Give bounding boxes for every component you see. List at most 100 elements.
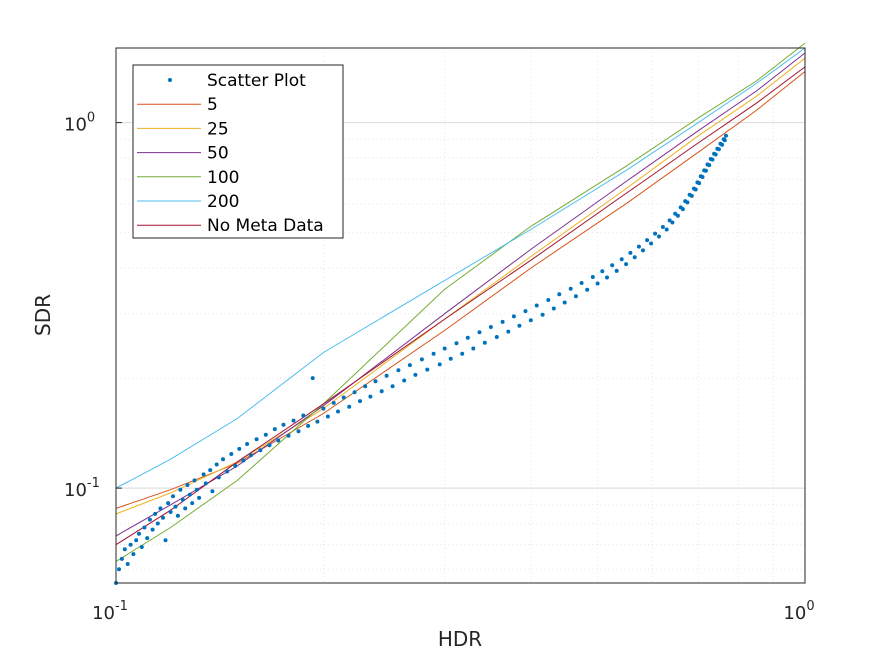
scatter-point: [645, 238, 650, 243]
scatter-point: [137, 531, 141, 536]
legend: Scatter Plot 5 25 50 100 200 No Meta Data: [132, 64, 344, 239]
scatter-point: [175, 513, 180, 518]
scatter-point: [229, 452, 234, 456]
scatter-point: [368, 394, 373, 399]
scatter-point: [336, 409, 340, 414]
scatter-point: [233, 463, 238, 468]
series-line-25: [115, 57, 806, 515]
scatter-point: [460, 351, 465, 356]
scatter-point: [614, 268, 619, 273]
series-line-200: [115, 47, 806, 489]
axes-box: [115, 47, 806, 584]
scatter-point: [722, 138, 727, 143]
scatter-point: [540, 312, 545, 317]
scatter-point: [670, 220, 675, 225]
scatter-point: [341, 395, 346, 400]
scatter-point: [557, 292, 562, 297]
scatter-point: [190, 501, 195, 506]
scatter-point: [241, 458, 246, 463]
legend-label: 50: [207, 144, 229, 164]
scatter-point: [619, 257, 624, 262]
scatter-point: [161, 515, 165, 520]
scatter-point: [680, 207, 685, 212]
scatter-point: [413, 372, 418, 377]
legend-box: [132, 64, 344, 239]
legend-label: 200: [207, 192, 239, 212]
scatter-point: [546, 298, 551, 302]
scatter-point: [373, 379, 378, 384]
scatter-point: [713, 152, 718, 157]
scatter-point: [125, 562, 130, 566]
scatter-point: [506, 329, 511, 334]
scatter-point: [258, 448, 263, 453]
scatter-point: [208, 468, 213, 473]
scatter-point: [153, 511, 158, 516]
scatter-point: [488, 325, 493, 329]
scatter-point: [431, 351, 436, 356]
scatter-point: [128, 542, 133, 547]
scatter-point: [585, 287, 590, 292]
scatter-point: [384, 373, 389, 378]
scatter-point: [407, 363, 412, 368]
scatter-point: [237, 446, 242, 451]
scatter-point: [155, 521, 160, 526]
legend-label: 5: [207, 95, 218, 115]
scatter-point: [454, 341, 459, 346]
scatter-point: [523, 309, 528, 314]
scatter-point: [117, 567, 121, 572]
y-axis-label: SDR: [31, 294, 55, 336]
scatter-point: [716, 147, 721, 152]
scatter-point: [325, 414, 330, 419]
scatter-point: [600, 269, 605, 274]
scatter-point: [131, 552, 136, 557]
scatter-point: [624, 262, 629, 267]
scatter-point: [471, 346, 476, 351]
scatter-point: [551, 306, 556, 311]
scatter-point: [465, 335, 470, 340]
legend-marker-scatter: [168, 78, 172, 82]
scatter-point: [185, 483, 190, 487]
scatter-point: [276, 438, 281, 443]
scatter-point: [166, 501, 171, 506]
scatter-point: [710, 157, 715, 162]
scatter-point: [201, 472, 206, 477]
series-lines: [115, 42, 806, 562]
scatter-point: [306, 423, 311, 428]
scatter-point: [448, 356, 453, 361]
scatter-point: [667, 218, 672, 223]
scatter-point: [528, 318, 533, 323]
scatter-point: [267, 443, 272, 448]
scatter-point: [641, 248, 645, 253]
scatter-point: [180, 497, 185, 502]
scatter-point: [697, 181, 702, 186]
scatter-point: [171, 494, 175, 499]
scatter-point: [183, 506, 188, 511]
grid: [115, 48, 806, 583]
scatter-point: [653, 231, 658, 236]
scatter-point: [511, 314, 516, 319]
scatter-point: [286, 433, 291, 438]
scatter-points: [114, 133, 728, 585]
scatter-point: [347, 404, 352, 409]
scatter-point: [568, 286, 573, 291]
scatter-point: [352, 390, 357, 395]
scatter-point: [249, 453, 253, 458]
x-axis-label: HDR: [438, 627, 482, 651]
series-line-no-meta-data: [115, 66, 806, 546]
scatter-point: [281, 422, 286, 427]
scatter-point: [178, 487, 183, 492]
scatter-point: [122, 547, 127, 552]
series-line-100: [115, 42, 806, 562]
scatter-point: [590, 275, 595, 279]
series-line-5: [115, 71, 806, 509]
scatter-point: [310, 376, 315, 381]
scatter-point: [396, 368, 401, 373]
scatter-point: [573, 294, 578, 299]
scatter-point: [500, 319, 505, 324]
series-line-50: [115, 52, 806, 537]
scatter-point: [724, 133, 728, 138]
scatter-point: [216, 475, 221, 480]
scatter-point: [675, 213, 680, 218]
scatter-point: [173, 504, 178, 509]
scatter-point: [664, 227, 669, 232]
